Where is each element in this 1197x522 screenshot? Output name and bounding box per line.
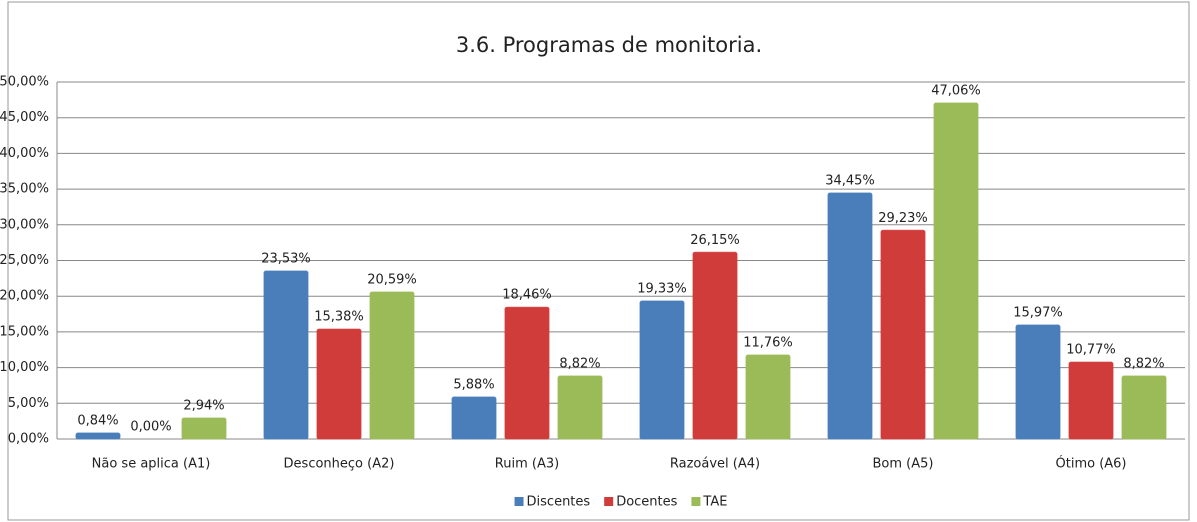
value-label: 47,06%	[931, 83, 981, 98]
y-tick-label: 5,00%	[8, 396, 49, 411]
value-label: 15,97%	[1013, 305, 1063, 320]
value-label: 23,53%	[261, 251, 311, 266]
legend-swatch	[514, 497, 524, 506]
x-tick-label: Ótimo (A6)	[1056, 456, 1127, 472]
bar	[880, 229, 926, 440]
chart-title: 3.6. Programas de monitoria.	[456, 33, 762, 57]
value-label: 26,15%	[690, 233, 740, 248]
value-label: 19,33%	[637, 281, 687, 296]
bar	[75, 432, 121, 440]
x-tick-label: Desconheço (A2)	[284, 457, 395, 472]
bar	[1121, 375, 1167, 440]
y-tick-label: 0,00%	[8, 432, 49, 447]
bar	[1068, 361, 1114, 440]
legend-label: TAE	[702, 495, 727, 510]
value-label: 34,45%	[825, 174, 875, 189]
legend-label: Docentes	[616, 495, 677, 510]
y-tick-label: 50,00%	[0, 75, 49, 90]
value-label: 2,94%	[183, 399, 224, 414]
bar	[639, 300, 685, 440]
legend-swatch	[604, 497, 614, 506]
y-tick-label: 15,00%	[0, 324, 49, 339]
y-tick-label: 45,00%	[0, 110, 49, 125]
y-tick-label: 40,00%	[0, 146, 49, 161]
bar	[827, 192, 873, 440]
bar	[451, 396, 497, 440]
value-label: 11,76%	[743, 336, 793, 351]
bar	[263, 270, 309, 440]
value-label: 8,82%	[559, 357, 600, 372]
bar	[692, 251, 738, 440]
bar	[557, 375, 603, 440]
y-tick-label: 20,00%	[0, 289, 49, 304]
bar	[1015, 324, 1061, 440]
value-label: 0,84%	[77, 414, 118, 429]
bar	[316, 328, 362, 440]
value-label: 5,88%	[453, 378, 494, 393]
value-label: 29,23%	[878, 211, 928, 226]
bar	[745, 354, 791, 440]
value-label: 0,00%	[130, 420, 171, 435]
value-label: 15,38%	[314, 310, 364, 325]
x-tick-label: Ruim (A3)	[495, 457, 559, 472]
value-label: 20,59%	[367, 272, 417, 287]
y-tick-label: 35,00%	[0, 182, 49, 197]
value-label: 18,46%	[502, 288, 552, 303]
x-tick-label: Bom (A5)	[873, 457, 934, 472]
bar	[369, 291, 415, 440]
bar	[504, 306, 550, 440]
x-tick-label: Razoável (A4)	[670, 457, 760, 472]
legend-label: Discentes	[527, 495, 591, 510]
y-tick-label: 10,00%	[0, 360, 49, 375]
bar	[933, 102, 979, 440]
bar	[181, 417, 227, 440]
legend-swatch	[691, 497, 701, 506]
value-label: 10,77%	[1066, 343, 1116, 358]
x-tick-label: Não se aplica (A1)	[92, 457, 211, 472]
value-label: 8,82%	[1123, 357, 1164, 372]
y-tick-label: 25,00%	[0, 253, 49, 268]
y-tick-label: 30,00%	[0, 217, 49, 232]
